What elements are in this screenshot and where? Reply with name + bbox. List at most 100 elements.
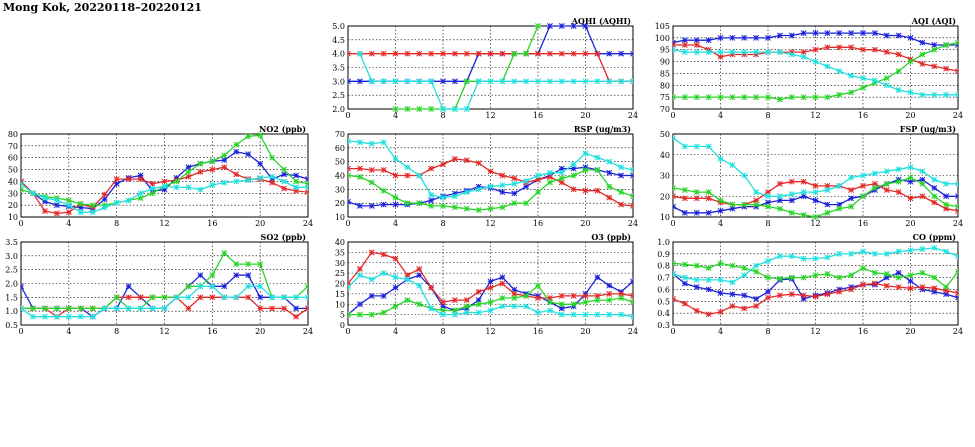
data-point (535, 295, 541, 301)
data-point (618, 50, 625, 57)
data-point (943, 201, 950, 208)
data-point (404, 78, 411, 85)
data-point (753, 303, 760, 309)
data-point (630, 299, 633, 306)
data-point (293, 178, 299, 185)
data-point (693, 209, 700, 216)
data-point (765, 189, 771, 196)
data-point (895, 274, 902, 281)
data-point (404, 172, 411, 179)
data-point (89, 313, 96, 320)
y-tick-label: 30 (335, 185, 345, 194)
data-point (824, 209, 831, 216)
data-point (836, 288, 843, 295)
data-point (943, 291, 950, 298)
data-point (753, 262, 760, 269)
data-point (955, 180, 958, 187)
data-point (800, 295, 807, 302)
chart-title: O3 (ppb) (591, 232, 631, 242)
data-point (705, 37, 712, 44)
data-point (606, 169, 613, 176)
data-point (812, 189, 819, 196)
x-tick-label: 20 (905, 219, 915, 228)
data-point (440, 303, 446, 310)
data-point (546, 173, 553, 180)
data-point (860, 30, 866, 37)
data-point (30, 313, 36, 320)
data-point (392, 201, 399, 208)
x-tick-label: 20 (255, 219, 265, 228)
x-tick-label: 4 (393, 111, 398, 120)
y-tick-label: 3.0 (5, 252, 18, 261)
data-point (368, 78, 375, 85)
data-point (673, 46, 676, 53)
data-point (380, 139, 387, 146)
data-point (848, 30, 855, 37)
data-point (895, 248, 902, 255)
data-point (523, 78, 530, 85)
data-point (245, 151, 252, 158)
data-point (717, 276, 724, 283)
data-point (606, 158, 613, 165)
data-point (348, 311, 351, 318)
data-point (955, 253, 958, 260)
data-point (535, 23, 541, 29)
x-tick-label: 0 (345, 327, 350, 336)
data-point (594, 50, 601, 57)
data-point (907, 278, 914, 285)
data-point (77, 204, 84, 211)
data-point (305, 189, 308, 196)
series-cyan (356, 50, 633, 112)
data-point (511, 295, 518, 301)
data-point (824, 271, 831, 277)
y-tick-label: 0.5 (5, 321, 18, 330)
data-point (729, 49, 736, 56)
data-point (883, 49, 890, 56)
data-point (753, 189, 760, 196)
y-tick-label: 0.7 (657, 274, 670, 283)
data-point (463, 78, 470, 85)
data-point (416, 282, 423, 289)
data-point (558, 292, 565, 299)
data-point (693, 284, 700, 291)
data-point (955, 290, 958, 296)
data-point (883, 271, 890, 277)
data-point (21, 305, 24, 312)
data-point (630, 202, 633, 209)
data-point (558, 175, 565, 182)
data-point (475, 186, 482, 193)
data-point (281, 178, 288, 185)
chart-aqhi: 0 4 8 12 16 20 24 2.0 2.5 3.0 3.5 4.0 4.5 5.0 AQHI (AQ… (332, 16, 638, 120)
data-point (404, 200, 411, 207)
data-point (428, 191, 435, 198)
data-point (221, 164, 228, 171)
data-point (281, 171, 288, 178)
data-point (428, 165, 435, 172)
data-point (812, 214, 819, 220)
data-point (681, 274, 688, 281)
x-tick-label: 20 (580, 111, 590, 120)
data-point (741, 172, 748, 179)
data-point (812, 293, 819, 300)
data-point (523, 183, 530, 190)
data-point (428, 106, 435, 112)
chart-co: 0 4 8 12 16 20 24 0.3 0.4 0.5 0.6 0.7 0.8 0.9 1.0 CO (p… (657, 232, 963, 336)
x-tick-label: 16 (207, 219, 217, 228)
data-point (281, 166, 288, 173)
y-tick-label: 0.8 (657, 262, 670, 271)
data-point (269, 305, 276, 312)
data-point (125, 283, 132, 290)
data-point (451, 297, 458, 304)
data-point (487, 183, 494, 190)
data-point (257, 132, 264, 139)
x-tick-label: 4 (718, 327, 723, 336)
series-red (673, 280, 958, 318)
data-point (919, 60, 926, 67)
data-point (812, 197, 819, 204)
data-point (305, 283, 308, 290)
data-point (741, 292, 748, 299)
y-tick-label: 50 (335, 158, 345, 167)
data-point (416, 78, 423, 85)
data-point (753, 197, 760, 204)
y-tick-label: 3.0 (332, 77, 345, 86)
